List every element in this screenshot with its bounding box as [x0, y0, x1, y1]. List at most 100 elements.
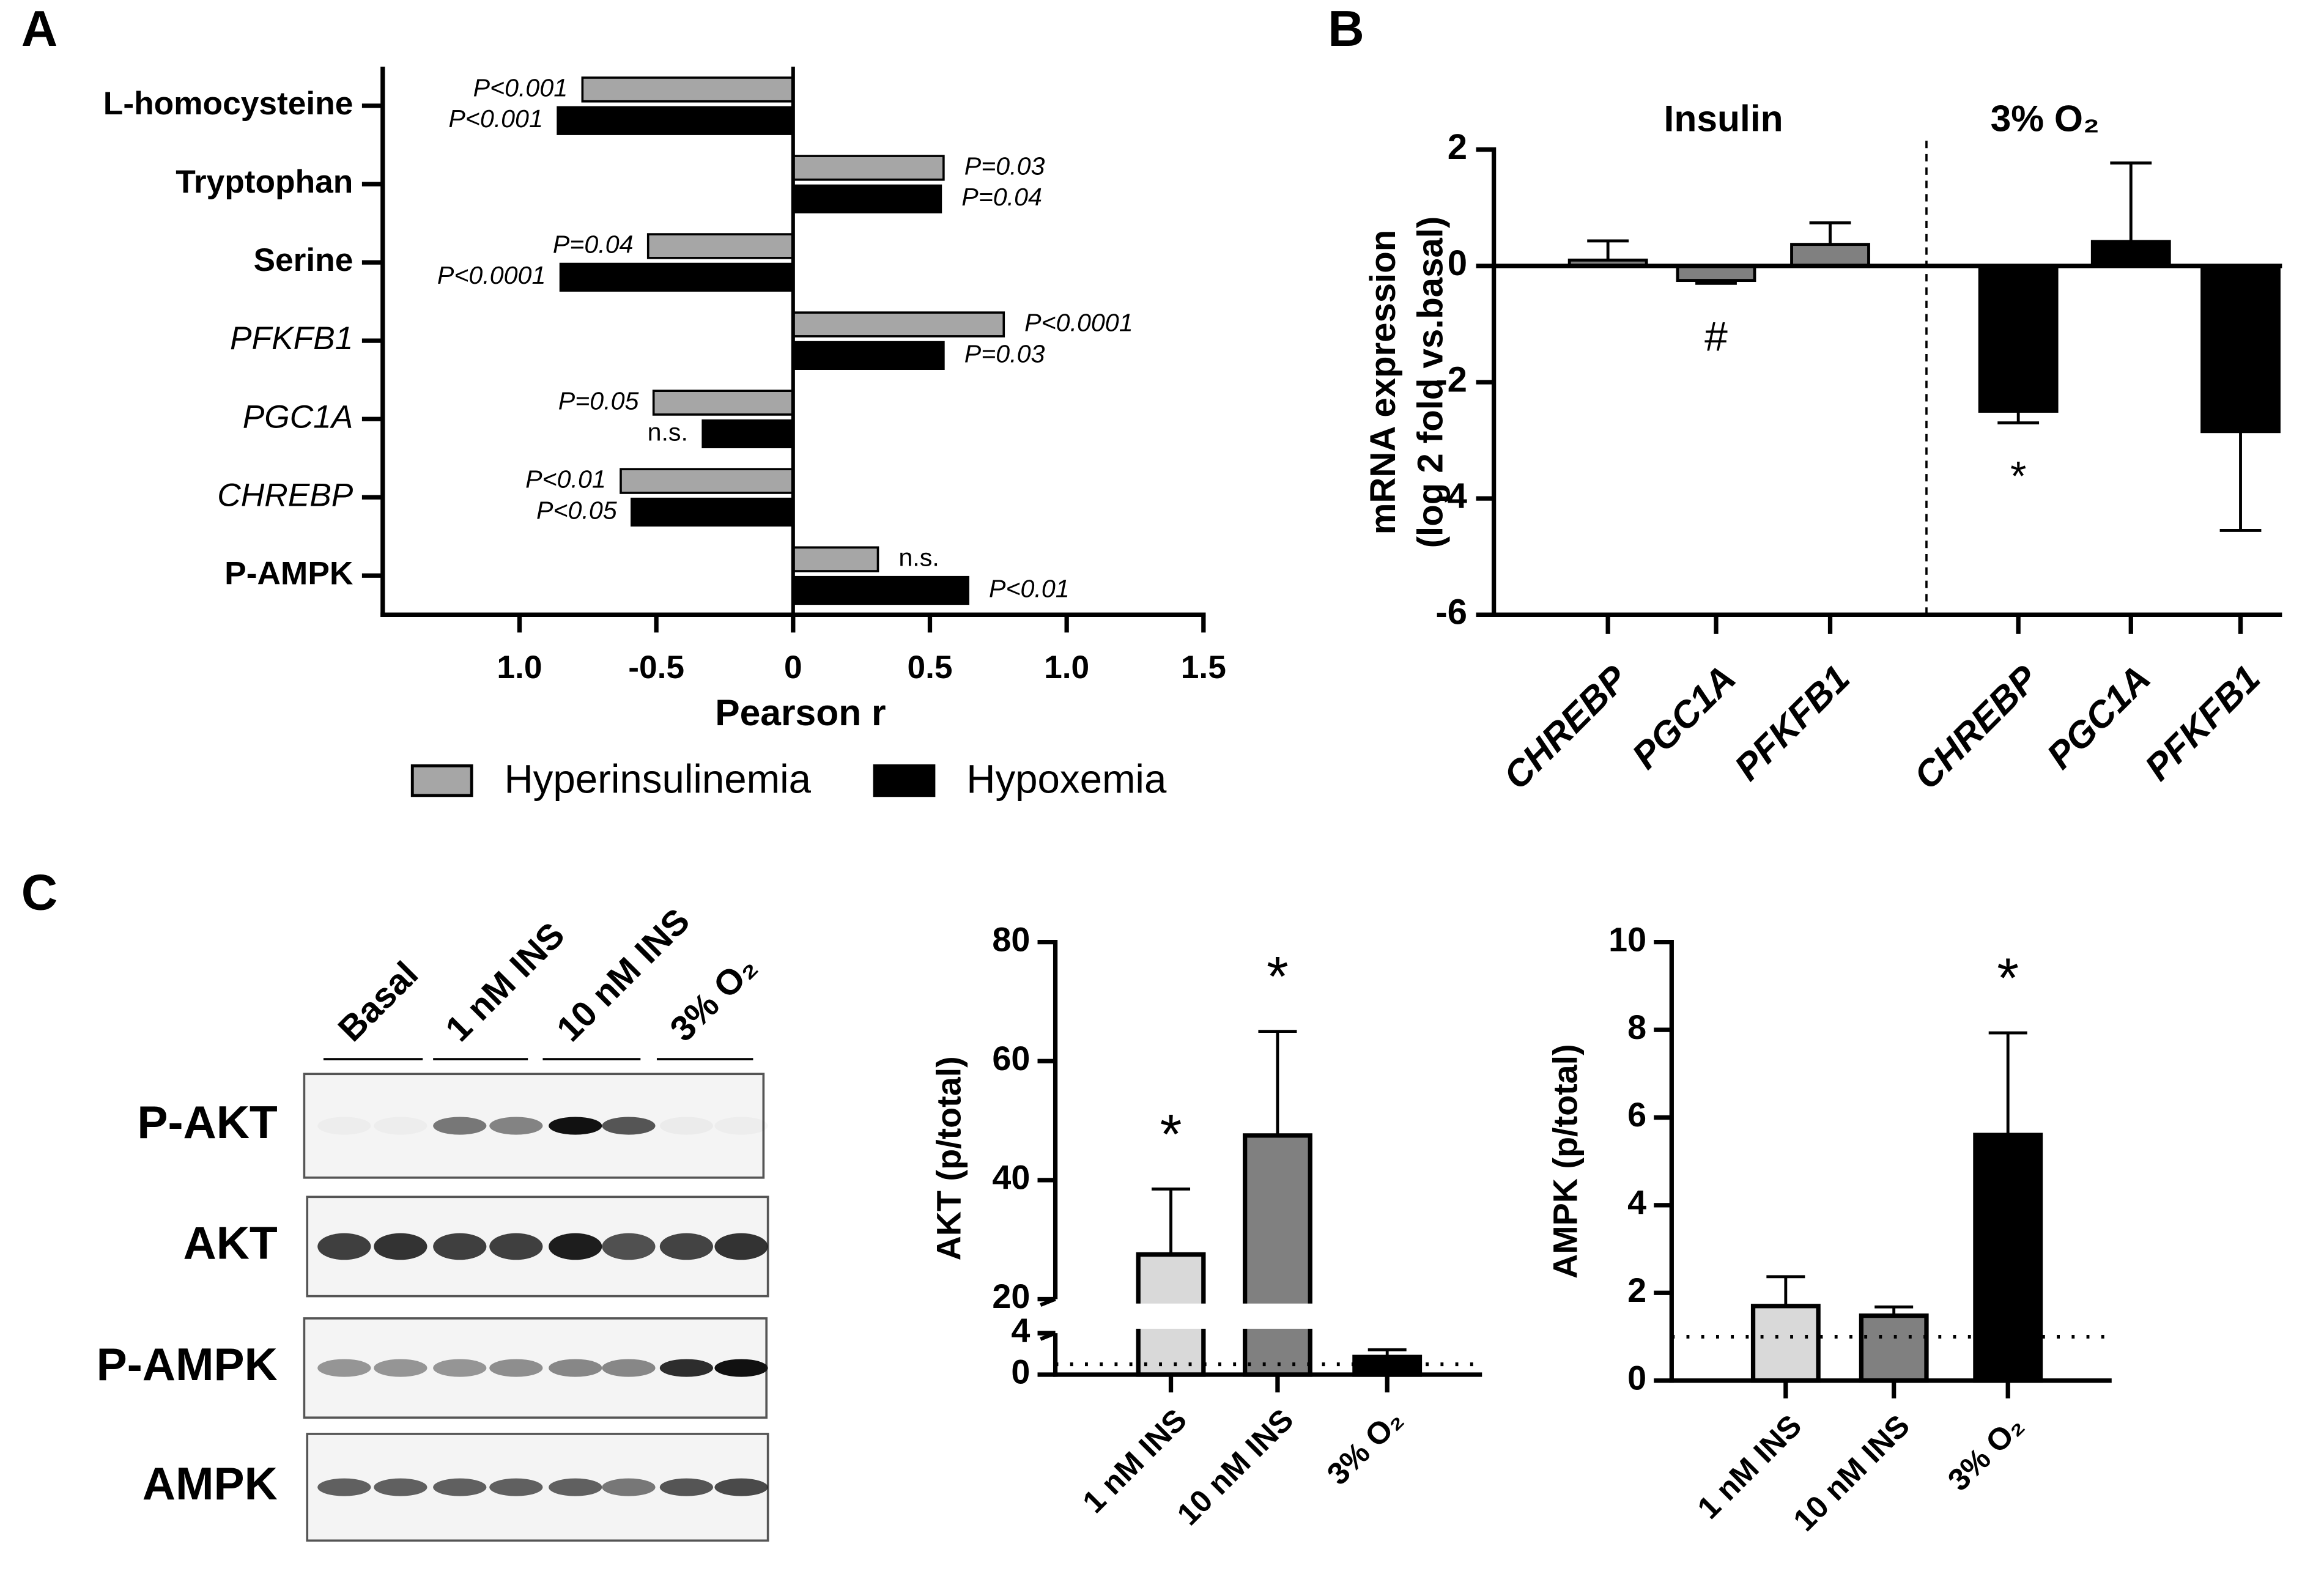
category-label: P-AMPK: [224, 555, 353, 591]
bar: [791, 155, 945, 181]
blot-band: [714, 1233, 768, 1260]
p-value-label: P=0.03: [964, 152, 1045, 180]
blot-band: [374, 1117, 427, 1135]
y-axis-title: AKT (p/total): [930, 1056, 968, 1260]
bar: [581, 76, 794, 103]
error-bar: [1766, 1275, 1805, 1306]
bar: [791, 575, 969, 605]
bar: [1859, 1313, 1929, 1383]
blot-band: [374, 1478, 427, 1496]
blot-row-label: AKT: [183, 1217, 277, 1268]
bar: [791, 341, 945, 371]
y-tick-label: 8: [1627, 1008, 1646, 1046]
bar: [646, 233, 794, 259]
significance-mark: #: [1704, 314, 1728, 360]
x-tick-label: 0.5: [907, 649, 952, 685]
category-label: PFKFB1: [230, 320, 353, 357]
bar: [701, 419, 794, 449]
blot-band: [714, 1359, 768, 1377]
bar: [1243, 1133, 1312, 1377]
y-tick-label: 2: [1627, 1271, 1646, 1309]
legend-swatch: [410, 764, 473, 797]
p-value-label: P=0.04: [961, 183, 1042, 211]
p-value-label: P<0.001: [473, 73, 568, 102]
p-value-label: P<0.0001: [1024, 308, 1133, 336]
blot-band: [374, 1359, 427, 1377]
blot-band: [317, 1233, 371, 1260]
x-axis-title: Pearson r: [715, 692, 886, 733]
bar: [557, 106, 794, 135]
bar: [1750, 1304, 1821, 1383]
y-tick-label: -2: [1435, 360, 1467, 399]
bar: [791, 311, 1005, 338]
p-value-label: n.s.: [898, 544, 939, 572]
p-value-label: n.s.: [648, 418, 688, 446]
bar: [631, 497, 794, 527]
y-tick-label: 0: [1448, 243, 1467, 283]
x-tick-label: 1.0: [1044, 649, 1089, 685]
p-value-label: P<0.05: [536, 496, 617, 524]
y-axis-title: AMPK (p/total): [1546, 1044, 1584, 1279]
blot-band: [489, 1478, 543, 1496]
bar: [791, 546, 879, 572]
blot-row-label: AMPK: [142, 1458, 278, 1509]
category-label: Tryptophan: [176, 164, 353, 200]
category-label: L-homocysteine: [103, 86, 353, 122]
category-label: PGC1A: [243, 399, 353, 435]
legend-label: Hypoxemia: [966, 756, 1167, 801]
blot-row-label: P-AMPK: [97, 1339, 278, 1390]
blot-band: [659, 1233, 714, 1260]
x-tick-label: 1.0: [497, 649, 542, 685]
y-tick-label: 0: [1627, 1359, 1646, 1397]
panel-letter: C: [21, 864, 57, 920]
blot-band: [602, 1359, 656, 1377]
error-bar: [1258, 1030, 1297, 1136]
bar: [2200, 264, 2281, 434]
y-axis-title: (log 2 fold vs.basal): [1411, 216, 1451, 549]
blot-band: [602, 1478, 656, 1496]
category-label: Serine: [253, 242, 353, 278]
blot-band: [602, 1233, 656, 1260]
blot-band: [549, 1478, 602, 1496]
bar: [559, 262, 794, 292]
blot-band: [433, 1478, 487, 1496]
p-value-label: P<0.001: [448, 105, 543, 133]
p-value-label: P=0.03: [964, 339, 1045, 368]
blot-band: [714, 1478, 768, 1496]
p-value-label: P=0.05: [558, 386, 639, 415]
y-tick-label: 10: [1608, 920, 1646, 958]
legend-label: Hyperinsulinemia: [504, 756, 811, 801]
error-bar: [1997, 411, 2040, 424]
x-tick-label: 0: [784, 649, 802, 685]
panel-letter: A: [21, 1, 57, 57]
y-tick-label: 20: [992, 1277, 1030, 1315]
axis-break: [1026, 1303, 1490, 1329]
x-tick-label: 1.5: [1181, 649, 1226, 685]
blot-band: [489, 1117, 543, 1135]
y-tick-label: 6: [1627, 1096, 1646, 1134]
bar: [2090, 240, 2171, 268]
error-bar: [1152, 1188, 1191, 1255]
p-value-label: P<0.01: [525, 465, 606, 493]
group-label: Insulin: [1664, 98, 1783, 139]
y-tick-label: 4: [1627, 1184, 1646, 1222]
blot-band: [317, 1117, 371, 1135]
group-label: 3% O₂: [1991, 98, 2100, 139]
p-value-label: P<0.0001: [437, 261, 546, 289]
significance-mark: *: [1160, 1103, 1182, 1166]
blot-band: [714, 1117, 768, 1135]
p-value-label: P<0.01: [989, 574, 1070, 602]
blot-band: [549, 1359, 602, 1377]
error-bar: [1809, 221, 1851, 245]
p-value-label: P=0.04: [553, 230, 634, 258]
y-tick-label: 40: [992, 1159, 1030, 1197]
blot-band: [317, 1359, 371, 1377]
blot-band: [433, 1233, 487, 1260]
bar: [1352, 1354, 1423, 1377]
blot-band: [489, 1233, 543, 1260]
blot-band: [433, 1359, 487, 1377]
blot-band: [317, 1478, 371, 1496]
blot-band: [374, 1233, 427, 1260]
